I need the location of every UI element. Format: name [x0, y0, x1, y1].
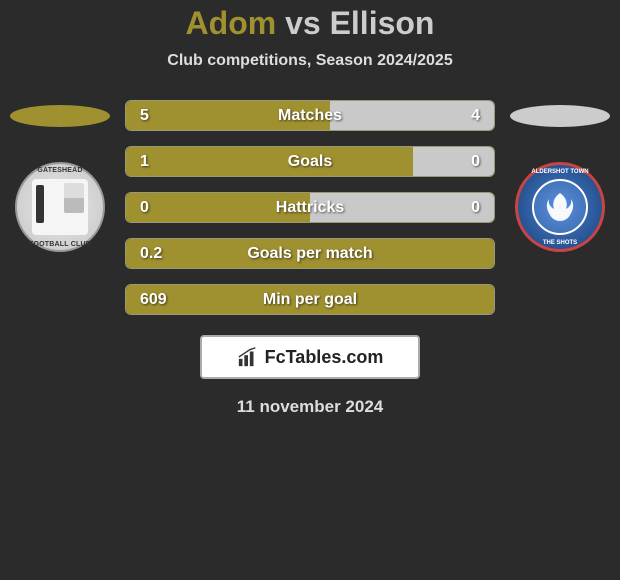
- source-logo-text: FcTables.com: [265, 347, 384, 368]
- player2-name: Ellison: [330, 5, 435, 41]
- bar-metric-label: Goals: [288, 153, 332, 171]
- left-column: GATESHEAD FOOTBALL CLUB: [10, 100, 110, 252]
- comparison-infographic: Adom vs Ellison Club competitions, Seaso…: [0, 0, 620, 417]
- stat-bar: 1 0 Goals: [125, 146, 495, 177]
- club-right-name-top: ALDERSHOT TOWN: [531, 169, 588, 175]
- bar-metric-label: Goals per match: [247, 245, 372, 263]
- bar-metric-label: Min per goal: [263, 291, 357, 309]
- club-left-crest-icon: [32, 179, 88, 235]
- club-left-name-bottom: FOOTBALL CLUB: [29, 241, 91, 248]
- left-indicator-ellipse: [10, 105, 110, 127]
- main-row: GATESHEAD FOOTBALL CLUB 5 4 Matches 1 0 Goals…: [0, 100, 620, 315]
- club-badge-right: ALDERSHOT TOWN THE SHOTS: [515, 162, 605, 252]
- bar-right-value: 4: [460, 107, 480, 125]
- bar-metric-label: Hattricks: [276, 199, 344, 217]
- club-right-crest-icon: [532, 179, 588, 235]
- club-right-name-bottom: THE SHOTS: [543, 240, 577, 246]
- phoenix-icon: [542, 189, 578, 225]
- bar-left-value: 1: [140, 153, 160, 171]
- source-logo-box: FcTables.com: [200, 335, 420, 379]
- player1-name: Adom: [186, 5, 277, 41]
- stat-bar: 609 Min per goal: [125, 284, 495, 315]
- bar-right-value: 0: [460, 153, 480, 171]
- stat-bar: 0.2 Goals per match: [125, 238, 495, 269]
- page-title: Adom vs Ellison: [0, 5, 620, 42]
- stat-bar: 0 0 Hattricks: [125, 192, 495, 223]
- bar-right-value: 0: [460, 199, 480, 217]
- bar-left-value: 0: [140, 199, 160, 217]
- bar-left-value: 0.2: [140, 245, 162, 263]
- title-vs: vs: [285, 5, 321, 41]
- date-text: 11 november 2024: [0, 397, 620, 417]
- club-left-name-top: GATESHEAD: [37, 167, 82, 174]
- bar-left-value: 5: [140, 107, 160, 125]
- club-badge-left: GATESHEAD FOOTBALL CLUB: [15, 162, 105, 252]
- bars-column: 5 4 Matches 1 0 Goals 0 0 Hattricks 0.2 Goals per …: [125, 100, 495, 315]
- subtitle: Club competitions, Season 2024/2025: [0, 52, 620, 70]
- bar-chart-icon: [237, 346, 259, 368]
- right-indicator-ellipse: [510, 105, 610, 127]
- bar-metric-label: Matches: [278, 107, 342, 125]
- stat-bar: 5 4 Matches: [125, 100, 495, 131]
- bar-left-value: 609: [140, 291, 167, 309]
- right-column: ALDERSHOT TOWN THE SHOTS: [510, 100, 610, 252]
